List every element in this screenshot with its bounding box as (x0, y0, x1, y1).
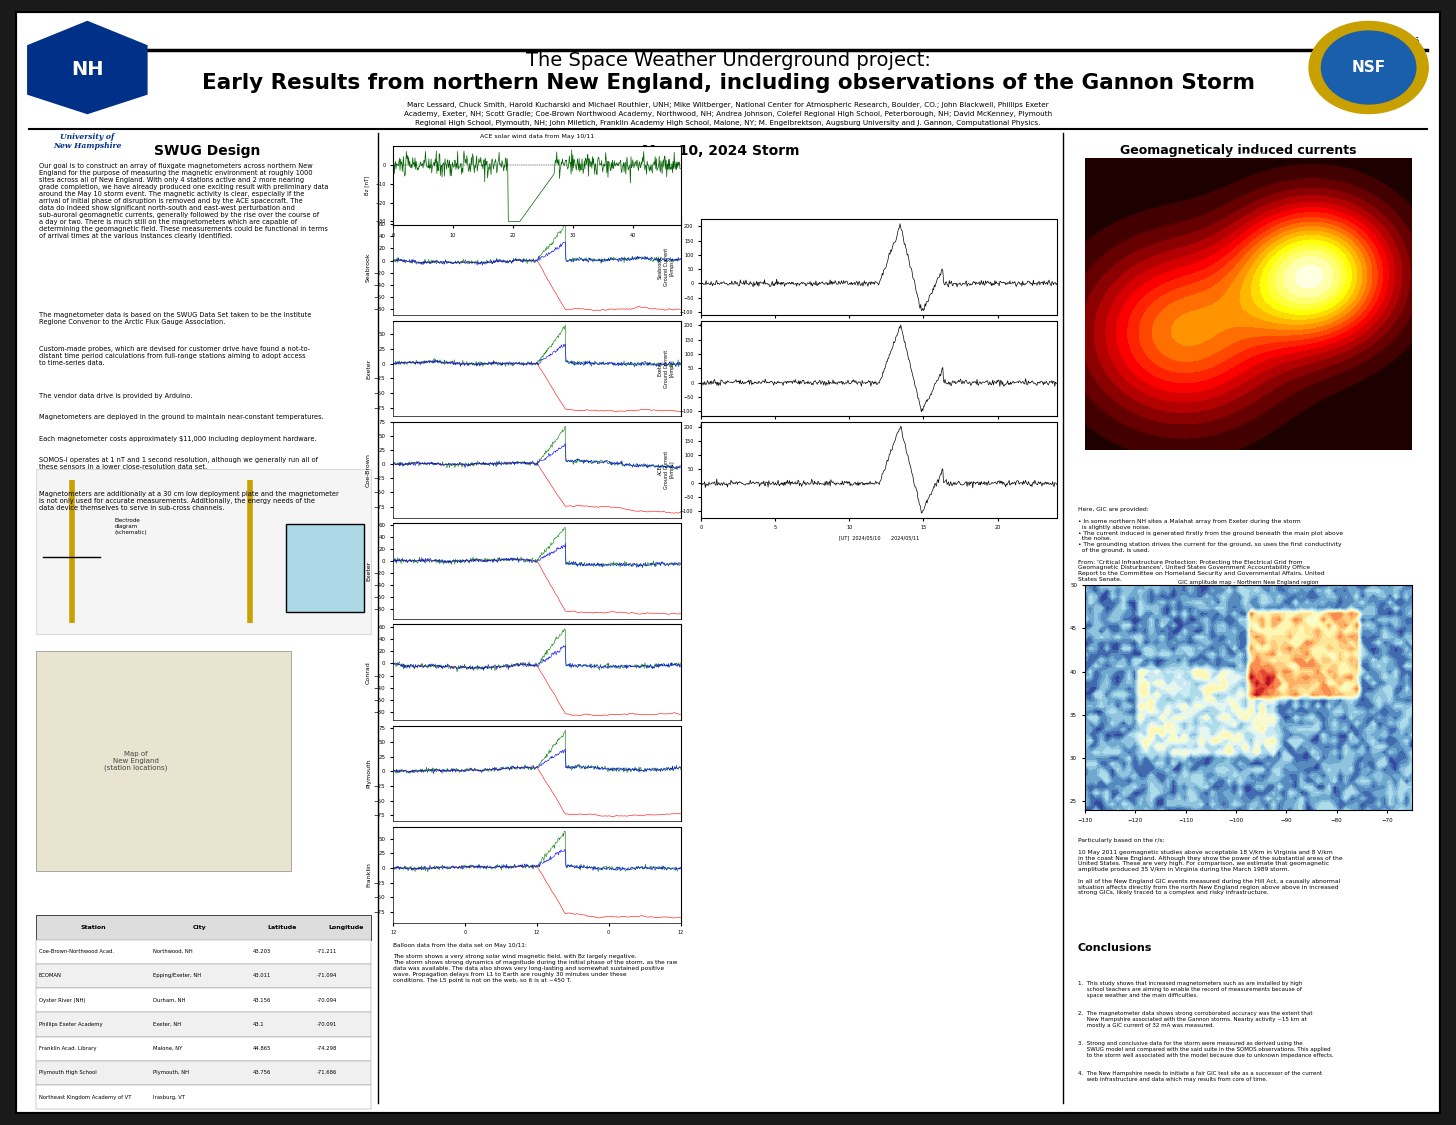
Text: Northwood, NH: Northwood, NH (153, 950, 192, 954)
FancyBboxPatch shape (36, 988, 371, 1012)
Text: 3.  Strong and conclusive data for the storm were measured as derived using the
: 3. Strong and conclusive data for the st… (1077, 1041, 1334, 1058)
Text: SM13C-2806: SM13C-2806 (1372, 36, 1420, 45)
Text: Regional High School, Plymouth, NH; John Miletich, Franklin Academy High School,: Regional High School, Plymouth, NH; John… (415, 119, 1041, 126)
FancyBboxPatch shape (15, 11, 1441, 1114)
Y-axis label: Exeter: Exeter (365, 358, 371, 378)
Text: Station: Station (80, 925, 106, 930)
Polygon shape (1322, 32, 1415, 104)
Text: Northeast Kingdom Academy of VT: Northeast Kingdom Academy of VT (39, 1095, 131, 1100)
Text: Coe-Brown-Northwood Acad.: Coe-Brown-Northwood Acad. (39, 950, 114, 954)
Text: Durham, NH: Durham, NH (153, 998, 185, 1002)
FancyBboxPatch shape (36, 1012, 371, 1036)
Y-axis label: Plymouth: Plymouth (365, 758, 371, 789)
Text: Malone, NY: Malone, NY (153, 1046, 182, 1051)
Y-axis label: Bz [nT]: Bz [nT] (364, 176, 370, 196)
Text: Magnetometers are deployed in the ground to maintain near-constant temperatures.: Magnetometers are deployed in the ground… (39, 414, 323, 421)
Text: Exeter, NH: Exeter, NH (153, 1022, 181, 1027)
Text: Electrode
diagram
(schematic): Electrode diagram (schematic) (115, 519, 147, 536)
Text: 43.1: 43.1 (253, 1022, 265, 1027)
Text: 43.203: 43.203 (253, 950, 271, 954)
Text: Geomagneticaly induced currents: Geomagneticaly induced currents (1120, 144, 1357, 156)
FancyBboxPatch shape (36, 916, 371, 939)
Text: NSF: NSF (1351, 60, 1386, 75)
Text: Academy, Exeter, NH; Scott Gradie; Coe-Brown Northwood Academy, Northwood, NH; A: Academy, Exeter, NH; Scott Gradie; Coe-B… (403, 110, 1053, 117)
X-axis label: [UT]  2024/05/10       2024/05/11: [UT] 2024/05/10 2024/05/11 (839, 536, 919, 541)
FancyBboxPatch shape (285, 524, 364, 612)
Text: NH: NH (71, 61, 103, 80)
Y-axis label: Seabrook
Ground Current
[Amps]: Seabrook Ground Current [Amps] (658, 248, 674, 286)
Text: May 10, 2024 Storm: May 10, 2024 Storm (642, 144, 799, 158)
Text: Franklin Acad. Library: Franklin Acad. Library (39, 1046, 96, 1051)
FancyBboxPatch shape (36, 1086, 371, 1109)
FancyBboxPatch shape (36, 1061, 371, 1086)
Y-axis label: Franklin: Franklin (365, 862, 371, 888)
Text: 43.156: 43.156 (253, 998, 271, 1002)
Y-axis label: Exeter
Ground Current
[Amps]: Exeter Ground Current [Amps] (658, 349, 674, 387)
Text: -71.094: -71.094 (317, 973, 338, 979)
Text: Phillips Exeter Academy: Phillips Exeter Academy (39, 1022, 102, 1027)
Y-axis label: Coe-Brown: Coe-Brown (365, 452, 371, 487)
Text: Map of
New England
(station locations): Map of New England (station locations) (105, 750, 167, 772)
Text: Each magnetometer costs approximately $11,000 including deployment hardware.: Each magnetometer costs approximately $1… (39, 435, 316, 442)
Text: 44.865: 44.865 (253, 1046, 271, 1051)
Y-axis label: Seabrook: Seabrook (365, 252, 371, 282)
Text: Custom-made probes, which are devised for customer drive have found a not-to-
di: Custom-made probes, which are devised fo… (39, 345, 310, 366)
Text: Epping/Exeter, NH: Epping/Exeter, NH (153, 973, 201, 979)
Text: Here, GIC are provided:

• In some northern NH sites a Malahat array from Exeter: Here, GIC are provided: • In some northe… (1077, 507, 1342, 582)
FancyBboxPatch shape (36, 939, 371, 964)
Text: -70.094: -70.094 (317, 998, 338, 1002)
Text: The magnetometer data is based on the SWUG Data Set taken to be the Institute
Re: The magnetometer data is based on the SW… (39, 312, 312, 325)
Text: -71.211: -71.211 (317, 950, 338, 954)
FancyBboxPatch shape (36, 1036, 371, 1061)
Y-axis label: Exeter: Exeter (365, 560, 371, 580)
Text: Magnetometers are additionally at a 30 cm low deployment plate and the magnetome: Magnetometers are additionally at a 30 c… (39, 492, 339, 512)
Text: Longitude: Longitude (329, 925, 364, 930)
Text: 2.  The magnetometer data shows strong corroborated accuracy was the extent that: 2. The magnetometer data shows strong co… (1077, 1011, 1312, 1028)
Text: Latitude: Latitude (268, 925, 297, 930)
Text: 4.  The New Hampshire needs to initiate a fair GIC test site as a successor of t: 4. The New Hampshire needs to initiate a… (1077, 1071, 1322, 1081)
Text: Plymouth, NH: Plymouth, NH (153, 1071, 189, 1076)
Text: The vendor data drive is provided by Arduino.: The vendor data drive is provided by Ard… (39, 393, 192, 398)
Text: 43.011: 43.011 (253, 973, 271, 979)
Text: Irasburg, VT: Irasburg, VT (153, 1095, 185, 1100)
Y-axis label: ACE
Ground Current
[Amps]: ACE Ground Current [Amps] (658, 450, 674, 488)
Title: GIC map USA: GIC map USA (1227, 152, 1270, 158)
Text: SWUG Design: SWUG Design (154, 144, 261, 158)
Text: -71.686: -71.686 (317, 1071, 338, 1076)
Title: ACE solar wind data from May 10/11: ACE solar wind data from May 10/11 (480, 134, 594, 138)
Text: Our goal is to construct an array of fluxgate magnetometers across northern New
: Our goal is to construct an array of flu… (39, 163, 328, 240)
FancyBboxPatch shape (36, 469, 371, 634)
Text: University of
New Hampshire: University of New Hampshire (54, 133, 121, 150)
Text: Oyster River (NH): Oyster River (NH) (39, 998, 86, 1002)
Polygon shape (1309, 21, 1428, 114)
Text: Conclusions: Conclusions (1077, 943, 1152, 953)
Text: 43.756: 43.756 (253, 1071, 271, 1076)
Title: GIC amplitude map - Northern New England region: GIC amplitude map - Northern New England… (1178, 579, 1319, 585)
Text: Marc Lessard, Chuck Smith, Harold Kucharski and Michael Routhier, UNH; Mike Wilt: Marc Lessard, Chuck Smith, Harold Kuchar… (408, 102, 1048, 108)
FancyBboxPatch shape (36, 650, 291, 871)
Text: -70.091: -70.091 (317, 1022, 338, 1027)
Text: -74.298: -74.298 (317, 1046, 338, 1051)
Text: The Space Weather Underground project:: The Space Weather Underground project: (526, 52, 930, 71)
Text: City: City (194, 925, 207, 930)
Text: Early Results from northern New England, including observations of the Gannon St: Early Results from northern New England,… (201, 73, 1255, 93)
Text: ECOMAN: ECOMAN (39, 973, 61, 979)
Polygon shape (28, 21, 147, 114)
FancyBboxPatch shape (36, 964, 371, 988)
Text: Plymouth High School: Plymouth High School (39, 1071, 96, 1076)
Text: Balloon data from the data set on May 10/11:

The storm shows a very strong sola: Balloon data from the data set on May 10… (393, 943, 677, 982)
Text: 1.  This study shows that increased magnetometers such as are installed by high
: 1. This study shows that increased magne… (1077, 981, 1302, 998)
Y-axis label: Conrad: Conrad (365, 660, 371, 684)
Text: Particularly based on the r/s:

10 May 2011 geomagnetic studies above acceptable: Particularly based on the r/s: 10 May 20… (1077, 838, 1342, 896)
Text: SOMOS-I operates at 1 nT and 1 second resolution, although we generally run all : SOMOS-I operates at 1 nT and 1 second re… (39, 457, 317, 470)
